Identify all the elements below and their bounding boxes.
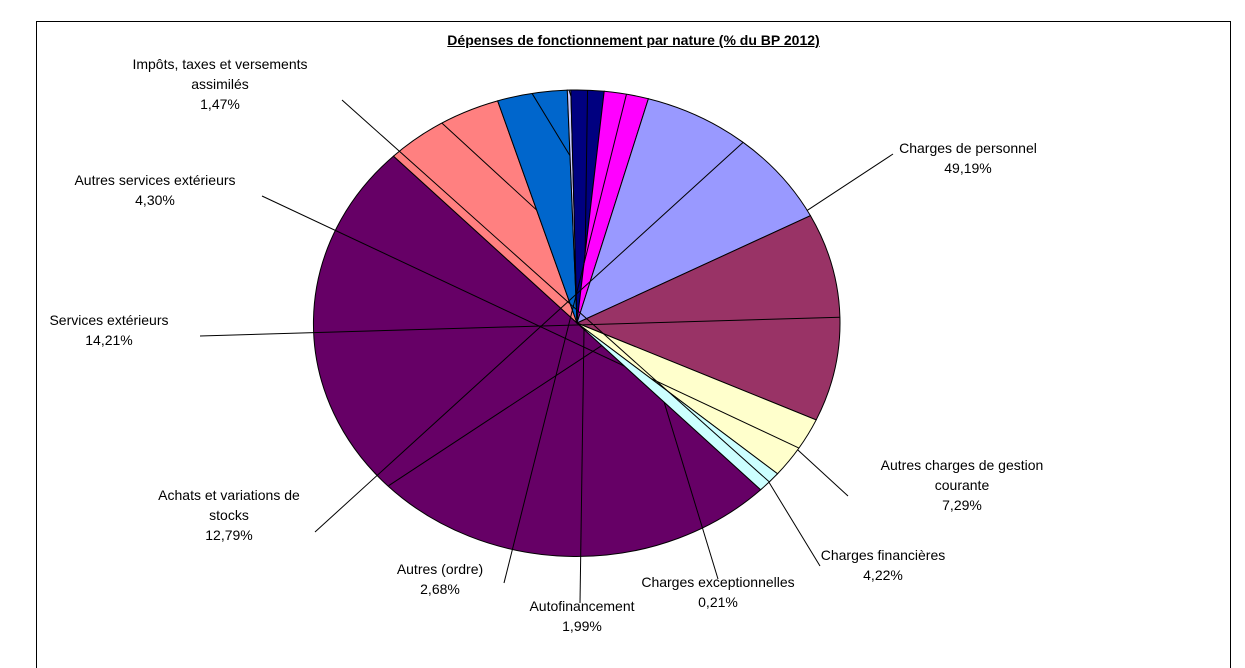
pie-slice — [392, 100, 578, 324]
slice-label: Impôts, taxes et versements assimilés 1,47… — [132, 56, 307, 112]
slice-label: Charges de personnel 49,19% — [899, 140, 1037, 176]
slice-value-label: 14,21% — [85, 332, 132, 348]
leader-line — [314, 141, 744, 533]
slice-name-label: Autres (ordre) — [397, 561, 483, 577]
slice-label: Autres charges de gestion courante 7,29% — [881, 457, 1044, 513]
slice-name-label: Impôts, taxes et versements — [132, 56, 307, 72]
leader-line — [199, 316, 840, 337]
slice-value-label: 7,29% — [942, 497, 982, 513]
slice-label: Autres services extérieurs 4,30% — [74, 172, 235, 208]
slice-value-label: 49,19% — [944, 160, 991, 176]
slice-value-label: 12,79% — [205, 527, 252, 543]
slice-label: Achats et variations de stocks 12,79% — [158, 487, 300, 543]
slice-value-label: 0,21% — [698, 594, 738, 610]
slice-label: Charges financières 4,22% — [821, 547, 946, 583]
slice-name-label: courante — [935, 477, 990, 493]
slice-value-label: 4,22% — [863, 567, 903, 583]
slice-label: Charges exceptionnelles 0,21% — [641, 574, 794, 610]
slice-value-label: 4,30% — [135, 192, 175, 208]
slice-label: Services extérieurs 14,21% — [49, 312, 168, 348]
slice-value-label: 2,68% — [420, 581, 460, 597]
slice-name-label: Achats et variations de — [158, 487, 300, 503]
slice-value-label: 1,47% — [200, 96, 240, 112]
slice-name-label: Charges exceptionnelles — [641, 574, 794, 590]
slice-name-label: Services extérieurs — [49, 312, 168, 328]
slice-name-label: Autres charges de gestion — [881, 457, 1044, 473]
slice-name-label: stocks — [209, 507, 249, 523]
pie-slice — [312, 155, 762, 557]
slice-name-label: Autres services extérieurs — [74, 172, 235, 188]
slice-label: Autres (ordre) 2,68% — [397, 561, 483, 597]
chart-title: Dépenses de fonctionnement par nature (%… — [447, 32, 820, 48]
leader-line — [261, 195, 800, 449]
slice-name-label: Autofinancement — [529, 598, 634, 614]
slice-name-label: Charges financières — [821, 547, 946, 563]
slice-value-label: 1,99% — [562, 618, 602, 634]
slice-label: Autofinancement 1,99% — [529, 598, 634, 634]
slice-name-label: Charges de personnel — [899, 140, 1037, 156]
slice-name-label: assimilés — [191, 76, 249, 92]
leader-line — [341, 99, 770, 483]
